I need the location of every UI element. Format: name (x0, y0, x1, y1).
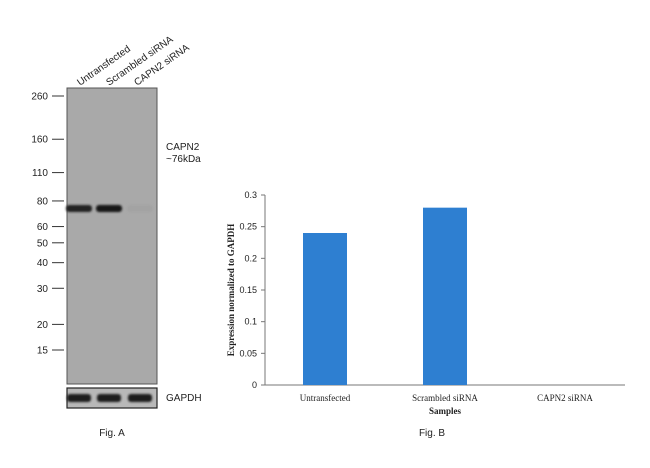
bar (423, 207, 467, 385)
mw-marker-label: 80 (37, 196, 49, 207)
y-tick-label: 0.25 (239, 222, 257, 232)
y-tick-label: 0.05 (239, 348, 257, 358)
y-tick-label: 0.3 (244, 190, 257, 200)
mw-marker-label: 110 (32, 168, 48, 179)
y-axis-ticks: 0 0.05 0.1 0.15 0.2 0.25 0.3 (239, 190, 265, 390)
mw-marker-label: 160 (31, 135, 48, 146)
x-tick-label: Untransfected (300, 393, 351, 403)
mw-marker-label: 60 (37, 222, 49, 233)
fig-b-caption: Fig. B (419, 428, 445, 439)
bar (303, 233, 347, 385)
gapdh-band (128, 394, 152, 402)
x-tick-label: CAPN2 siRNA (537, 393, 593, 403)
bar-chart-panel: 0 0.05 0.1 0.15 0.2 0.25 0.3 Untransfected Scra… (226, 190, 625, 439)
target-size-label: ~76kDa (166, 154, 201, 165)
y-tick-label: 0.2 (244, 253, 257, 263)
y-tick-label: 0.15 (239, 285, 257, 295)
gapdh-band (97, 394, 121, 402)
blot-membrane (66, 87, 158, 385)
target-protein-label: CAPN2 (166, 142, 200, 153)
y-axis-label: Expression normalized to GAPDH (226, 224, 236, 357)
mw-marker-label: 40 (37, 258, 49, 269)
x-axis-label: Samples (429, 406, 462, 416)
loading-control-label: GAPDH (166, 393, 202, 404)
x-axis-tick-labels: Untransfected Scrambled siRNA CAPN2 siRNA (300, 393, 594, 403)
mw-marker-label: 260 (31, 92, 48, 103)
gapdh-band (67, 394, 91, 402)
gapdh-bands (67, 394, 152, 402)
capn2-band (96, 205, 122, 213)
y-tick-label: 0.1 (244, 317, 257, 327)
fig-a-caption: Fig. A (99, 428, 125, 439)
molecular-weight-markers: 260 160 110 80 60 50 40 30 20 15 (31, 92, 64, 357)
mw-marker-label: 15 (37, 346, 49, 357)
capn2-band (66, 205, 92, 213)
target-bands (66, 205, 153, 213)
y-tick-label: 0 (252, 380, 257, 390)
bars (303, 207, 467, 385)
mw-marker-label: 30 (37, 284, 49, 295)
mw-marker-label: 20 (37, 320, 49, 331)
x-tick-label: Scrambled siRNA (412, 393, 478, 403)
mw-marker-label: 50 (37, 238, 49, 249)
capn2-band (127, 205, 153, 213)
